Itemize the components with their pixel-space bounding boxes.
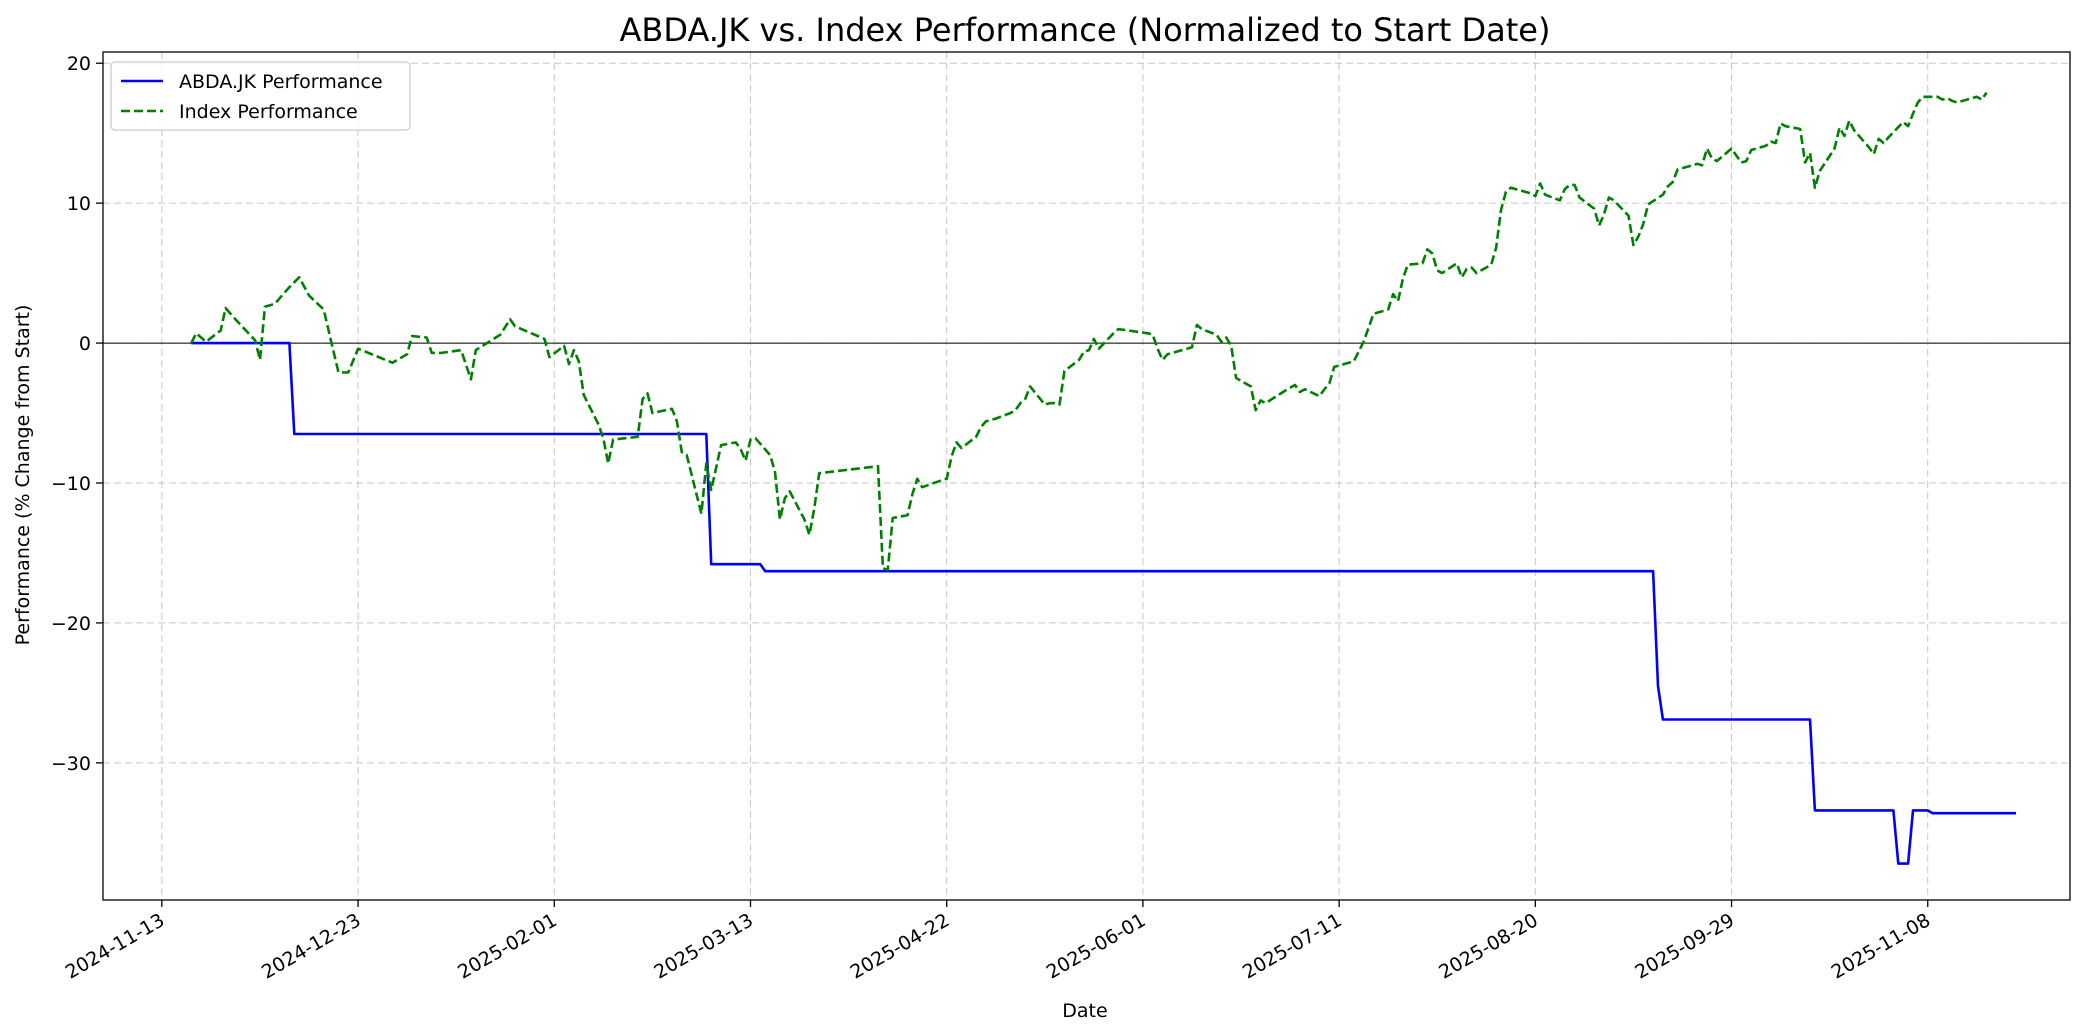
grid-layer [103,52,2070,900]
legend-box [110,61,411,131]
plot-frame [102,51,2071,901]
y-tick-label: 10 [67,193,91,215]
legend: ABDA.JK Performance Index Performance [110,61,411,131]
y-tick-label: 20 [67,53,91,75]
y-tick-label: −20 [51,613,91,635]
series-line-abda [191,341,2016,865]
series-line-index [190,91,1988,572]
series-layer [190,91,2016,865]
x-axis-label: Date [1062,1000,1107,1022]
y-axis-label: Performance (% Change from Start) [12,305,34,646]
legend-label-index: Index Performance [179,101,358,123]
y-tick-label: 0 [79,333,91,355]
chart-title: ABDA.JK vs. Index Performance (Normalize… [620,11,1551,49]
legend-label-abda: ABDA.JK Performance [179,71,383,93]
y-tick-label: −10 [51,473,91,495]
y-tick-label: −30 [51,753,91,775]
